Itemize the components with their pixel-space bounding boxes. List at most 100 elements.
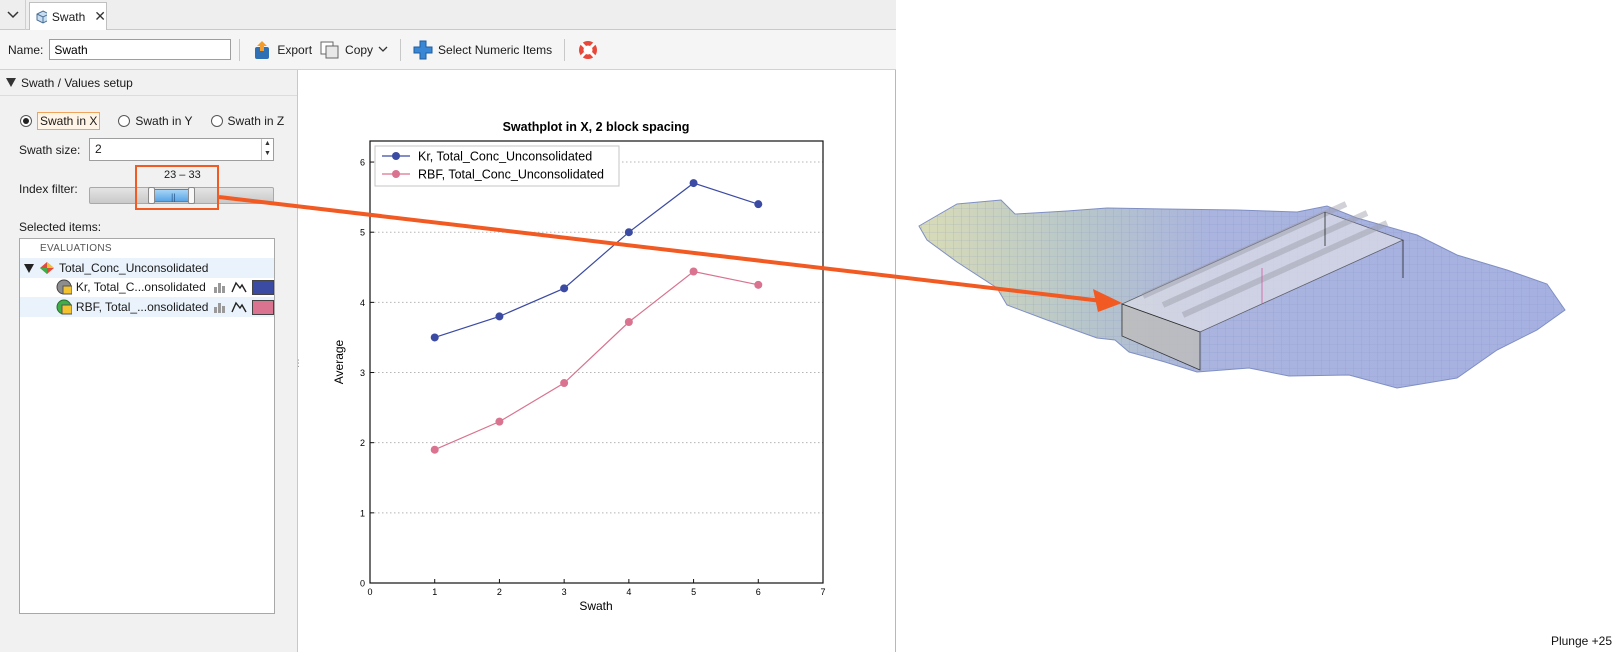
swath-setup-panel: Swath / Values setup Swath in X Swath in… — [0, 70, 298, 652]
swath-chart: 0 1 2 3 4 5 6 0 1 2 3 4 5 6 7 Swathplot in X, 2 block … — [332, 120, 826, 613]
slider-handle-max[interactable] — [188, 187, 195, 204]
swath-window: Swath ✕ Name: Export Copy — [0, 0, 896, 652]
swath-stripes — [1141, 201, 1389, 318]
splitter-handle[interactable]: ⋮ — [294, 358, 303, 369]
evaluations-header: EVALUATIONS — [40, 243, 112, 254]
selected-items-label: Selected items: — [19, 220, 102, 234]
tree-item-label: Kr, Total_C...onsolidated — [75, 280, 206, 294]
swath-size-value: 2 — [95, 142, 102, 156]
data-point — [495, 312, 504, 321]
chart-title: Swathplot in X, 2 block spacing — [503, 120, 690, 134]
legend-marker — [392, 170, 400, 178]
data-point — [430, 333, 439, 342]
series-color-swatch-kr[interactable] — [252, 279, 275, 295]
x-tick-label: 3 — [562, 587, 567, 597]
plus-icon — [413, 40, 433, 59]
collapse-triangle-icon — [6, 78, 16, 87]
export-label: Export — [277, 42, 313, 57]
data-point — [430, 445, 439, 454]
close-icon[interactable]: ✕ — [94, 8, 106, 24]
toolbar-separator — [239, 38, 241, 61]
lifebuoy-icon — [579, 40, 598, 59]
copy-button[interactable]: Copy — [316, 35, 392, 65]
data-point — [624, 318, 633, 327]
tree-item-root[interactable]: Total_Conc_Unconsolidated — [20, 258, 274, 278]
x-axis-label: Swath — [579, 599, 612, 613]
data-point — [495, 417, 504, 426]
y-tick-label: 1 — [360, 508, 365, 518]
swath-size-stepper[interactable]: 2 ▲ ▼ — [89, 138, 274, 161]
export-icon — [255, 40, 270, 59]
slider-grip-icon: || — [171, 192, 176, 202]
y-tick-label: 5 — [360, 228, 365, 238]
y-tick-label: 4 — [360, 298, 365, 308]
index-filter-label: Index filter: — [19, 182, 78, 196]
help-button[interactable] — [573, 35, 603, 65]
copy-label: Copy — [345, 42, 374, 57]
data-point — [689, 179, 698, 188]
tab-swath[interactable]: Swath ✕ — [29, 2, 107, 30]
y-tick-label: 2 — [360, 438, 365, 448]
tree-item-kr[interactable]: Kr, Total_C...onsolidated — [20, 277, 275, 297]
swath-direction-group: Swath in X Swath in Y Swath in Z — [20, 112, 284, 130]
tab-title: Swath — [51, 9, 86, 24]
collapse-triangle-icon — [24, 263, 34, 273]
tab-menu-button[interactable] — [0, 0, 26, 30]
radio-swath-z[interactable]: Swath in Z — [210, 114, 285, 128]
data-point — [754, 200, 763, 209]
series-color-swatch-rbf[interactable] — [252, 299, 275, 315]
x-tick-label: 4 — [626, 587, 631, 597]
x-tick-label: 1 — [432, 587, 437, 597]
radio-label: Swath in Z — [227, 114, 285, 128]
toolbar: Name: Export Copy Select Numeric Items — [0, 30, 896, 70]
tree-item-label: RBF, Total_...onsolidated — [75, 300, 209, 314]
selected-items-list: EVALUATIONS Total_Conc_Unconsolidated Kr… — [19, 238, 275, 614]
kriging-icon — [56, 279, 72, 295]
y-tick-label: 3 — [360, 368, 365, 378]
plot-frame — [369, 140, 824, 584]
cube-icon — [36, 9, 47, 24]
data-point — [560, 379, 569, 388]
data-point — [624, 228, 633, 237]
select-numeric-items-label: Select Numeric Items — [438, 42, 553, 57]
swath-size-label: Swath size: — [19, 143, 81, 157]
x-tick-label: 6 — [756, 587, 761, 597]
tree-item-label: Total_Conc_Unconsolidated — [59, 261, 209, 275]
export-button[interactable]: Export — [248, 35, 316, 65]
line-graph-icon[interactable] — [231, 281, 247, 293]
histogram-icon[interactable] — [213, 281, 227, 293]
3d-scene-view[interactable]: Plunge +25 — [897, 0, 1612, 652]
name-label: Name: — [8, 42, 44, 57]
chevron-down-icon — [6, 11, 19, 19]
tab-strip: Swath ✕ — [0, 0, 896, 30]
tree-item-rbf[interactable]: RBF, Total_...onsolidated — [20, 297, 275, 317]
name-input[interactable] — [49, 39, 232, 60]
index-filter-range: 23 – 33 — [164, 169, 201, 181]
copy-icon — [320, 41, 339, 58]
radio-swath-y[interactable]: Swath in Y — [118, 114, 193, 128]
histogram-icon[interactable] — [213, 301, 227, 313]
toolbar-separator — [400, 38, 402, 61]
plunge-readout: Plunge +25 — [1550, 634, 1612, 648]
x-tick-label: 7 — [820, 587, 825, 597]
radio-label: Swath in X — [37, 112, 101, 130]
select-numeric-items-button[interactable]: Select Numeric Items — [409, 35, 556, 65]
legend-label: Kr, Total_Conc_Unconsolidated — [418, 150, 592, 164]
panel-header[interactable]: Swath / Values setup — [0, 70, 297, 96]
x-tick-label: 5 — [691, 587, 696, 597]
radio-swath-x[interactable]: Swath in X — [20, 112, 101, 130]
spin-buttons[interactable]: ▲ ▼ — [261, 139, 273, 160]
chart-area: 0 1 2 3 4 5 6 0 1 2 3 4 5 6 7 Swathplot in X, 2 block … — [299, 70, 895, 652]
data-point — [754, 280, 763, 289]
slider-handle-min[interactable] — [148, 187, 155, 204]
y-tick-label: 0 — [360, 579, 365, 589]
radio-button[interactable] — [118, 115, 131, 127]
panel-title: Swath / Values setup — [21, 75, 133, 90]
y-axis-label: Average — [332, 339, 346, 384]
y-tick-label: 6 — [360, 158, 365, 168]
series-line-0 — [434, 182, 759, 339]
line-graph-icon[interactable] — [231, 301, 247, 313]
radio-button[interactable] — [20, 115, 32, 127]
radio-button[interactable] — [210, 115, 223, 127]
legend-label: RBF, Total_Conc_Unconsolidated — [418, 168, 604, 182]
